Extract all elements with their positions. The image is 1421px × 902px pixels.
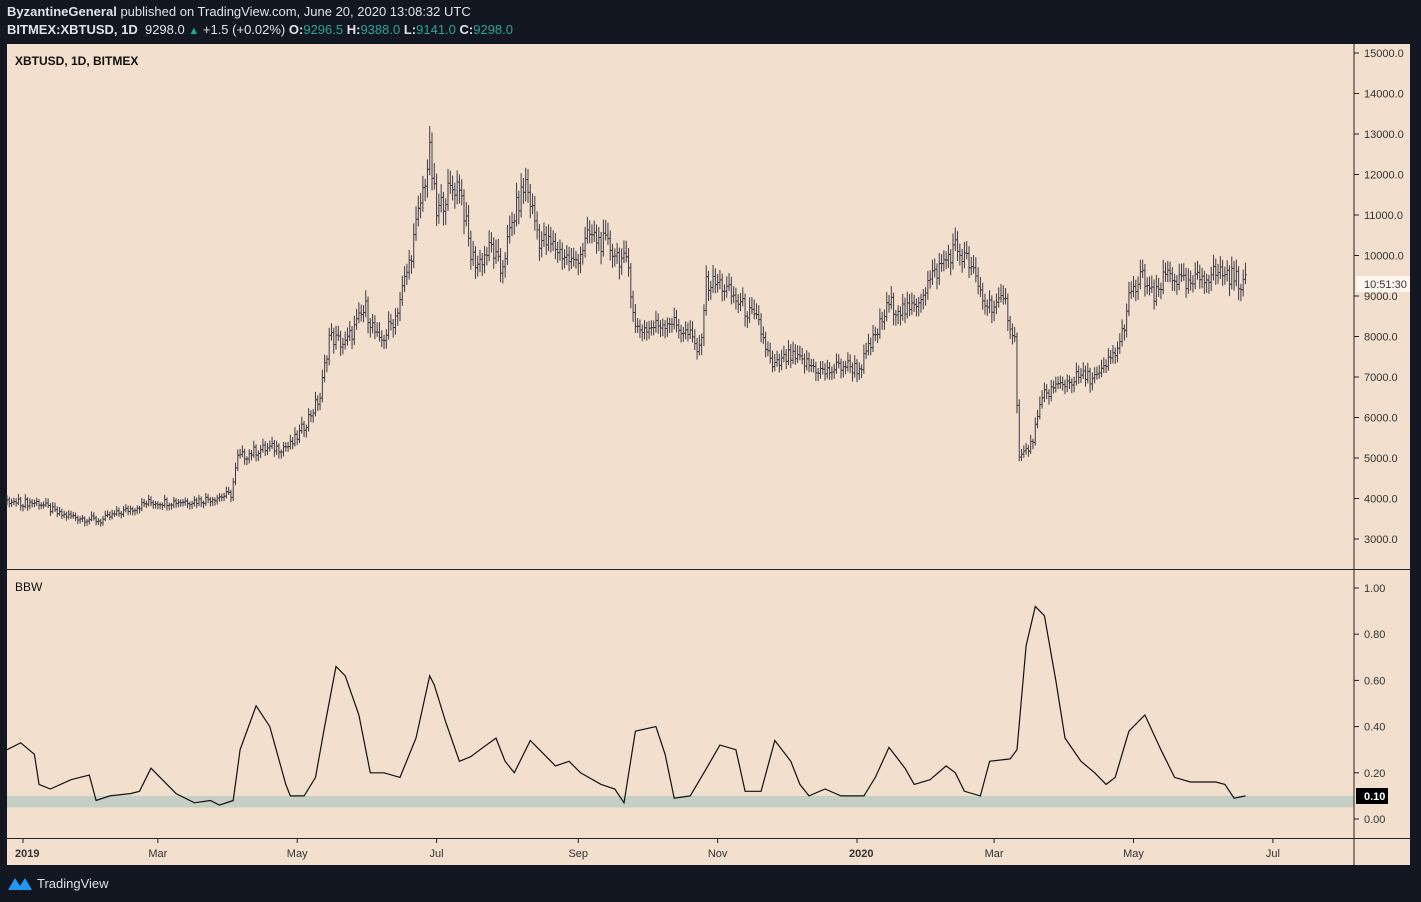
bbw-threshold-band bbox=[7, 795, 1354, 808]
symbol-line: BITMEX:XBTUSD, 1D 9298.0 ▲ +1.5 (+0.02%)… bbox=[7, 22, 513, 37]
price-tick-label: 13000.0 bbox=[1364, 129, 1404, 141]
bbw-title: BBW bbox=[15, 580, 43, 594]
bbw-tick-label: 0.60 bbox=[1364, 675, 1385, 687]
bbw-current-box bbox=[1356, 788, 1388, 804]
price-tick-label: 6000.0 bbox=[1364, 413, 1398, 425]
time-tick-label: Mar bbox=[148, 848, 167, 860]
countdown-label: 10:51:30 bbox=[1364, 279, 1407, 291]
publish-info: published on TradingView.com, June 20, 2… bbox=[120, 4, 471, 19]
price-change: +1.5 (+0.02%) bbox=[202, 22, 286, 37]
open-label: O: bbox=[288, 22, 304, 37]
author-name[interactable]: ByzantineGeneral bbox=[7, 4, 117, 19]
time-tick-label: Sep bbox=[568, 848, 588, 860]
bbw-band bbox=[7, 795, 1354, 808]
bbw-tick-label: 0.00 bbox=[1364, 814, 1385, 826]
time-tick-label: 2019 bbox=[15, 848, 39, 860]
chart-title: XBTUSD, 1D, BITMEX bbox=[15, 54, 138, 68]
close-value: 9298.0 bbox=[473, 22, 513, 37]
time-tick-label: Jul bbox=[430, 848, 444, 860]
bbw-current-label: 0.10 bbox=[1364, 791, 1385, 803]
price-tick-label: 15000.0 bbox=[1364, 48, 1404, 60]
last-price: 9298.0 bbox=[144, 22, 185, 37]
time-tick-label: Mar bbox=[985, 848, 1004, 860]
time-tick-label: Nov bbox=[708, 848, 728, 860]
price-tick-label: 14000.0 bbox=[1364, 89, 1404, 101]
price-bars bbox=[5, 125, 1247, 527]
bbw-tick-label: 0.80 bbox=[1364, 629, 1385, 641]
price-tick-label: 8000.0 bbox=[1364, 332, 1398, 344]
time-tick-label: May bbox=[1123, 848, 1144, 860]
time-tick-label: May bbox=[287, 848, 308, 860]
high-label: H: bbox=[346, 22, 361, 37]
high-value: 9388.0 bbox=[360, 22, 401, 37]
open-value: 9296.5 bbox=[303, 22, 344, 37]
low-value: 9141.0 bbox=[416, 22, 456, 37]
time-axis[interactable]: 2019 Mar May Jul Sep Nov 2020 Mar May Jul bbox=[15, 838, 1280, 860]
price-tick-label: 12000.0 bbox=[1364, 170, 1404, 182]
close-label: C: bbox=[459, 22, 474, 37]
price-tick-label: 9000.0 bbox=[1364, 291, 1398, 303]
time-tick-label: 2020 bbox=[849, 848, 873, 860]
brand-label: TradingView bbox=[37, 875, 109, 891]
price-tick-label: 7000.0 bbox=[1364, 372, 1398, 384]
chart-background bbox=[7, 44, 1410, 865]
ohlc-bar bbox=[1243, 262, 1247, 285]
price-axis[interactable]: 15000.0 14000.0 13000.0 12000.0 11000.0 10000… bbox=[1354, 48, 1404, 546]
bbw-tick-label: 1.00 bbox=[1364, 583, 1385, 595]
tradingview-logo[interactable]: TradingView bbox=[7, 875, 109, 891]
price-tick-label: 10000.0 bbox=[1364, 251, 1404, 263]
bbw-tick-label: 0.20 bbox=[1364, 768, 1385, 780]
publish-line: ByzantineGeneral published on TradingVie… bbox=[7, 4, 471, 19]
time-tick-label: Jul bbox=[1266, 848, 1280, 860]
bbw-tick-label: 0.40 bbox=[1364, 722, 1385, 734]
bbw-axis[interactable]: 1.00 0.80 0.60 0.40 0.20 0.00 bbox=[1354, 583, 1385, 826]
symbol-label: BITMEX:XBTUSD, 1D bbox=[7, 22, 138, 37]
price-tick-label: 3000.0 bbox=[1364, 534, 1398, 546]
up-triangle-icon: ▲ bbox=[188, 25, 200, 37]
price-tick-label: 4000.0 bbox=[1364, 494, 1398, 506]
price-tick-label: 11000.0 bbox=[1364, 210, 1403, 222]
bbw-line bbox=[6, 605, 1246, 806]
countdown-box bbox=[1356, 276, 1410, 292]
tradingview-logo-icon bbox=[8, 878, 32, 890]
price-tick-label: 5000.0 bbox=[1364, 453, 1398, 465]
low-label: L: bbox=[403, 22, 417, 37]
